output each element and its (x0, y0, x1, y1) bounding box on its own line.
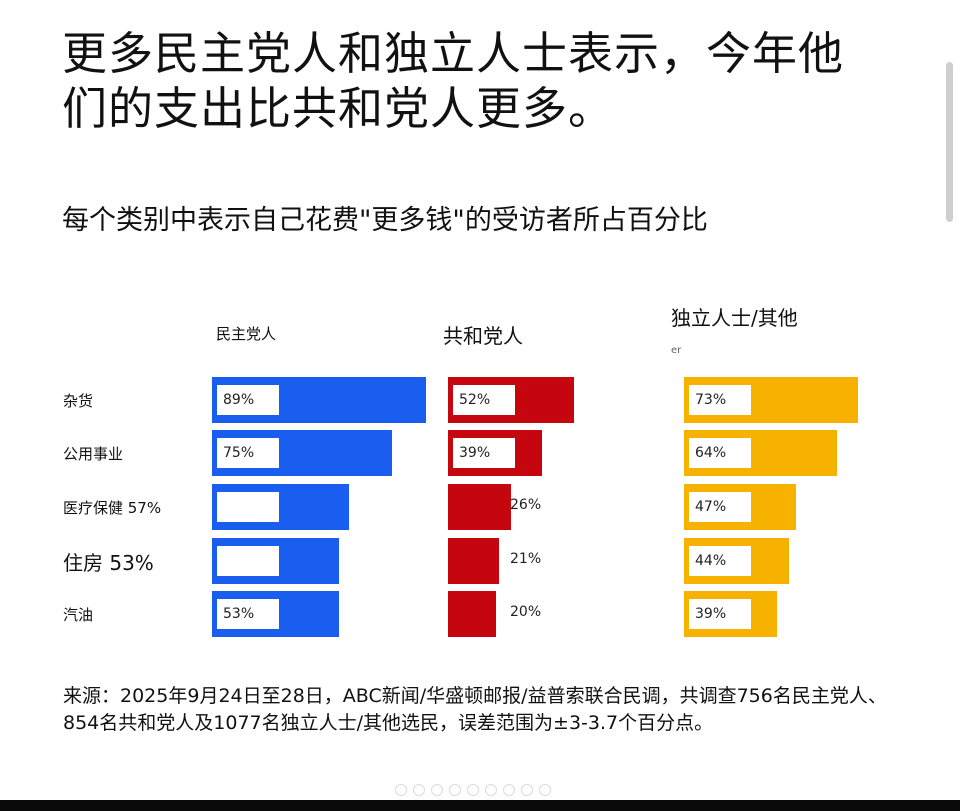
data-label-independent-gasoline: 39% (689, 599, 751, 629)
data-label-democrat-utilities: 75% (217, 438, 279, 468)
data-label-democrat-gasoline: 53% (217, 599, 279, 629)
scrollbar[interactable] (946, 62, 953, 222)
chart-title: 更多民主党人和独立人士表示，今年他们的支出比共和党人更多。 (62, 27, 845, 135)
series-header-independent: 独立人士/其他 (671, 306, 798, 330)
category-label-healthcare: 医疗保健 57% (63, 498, 162, 517)
data-label-republican-utilities: 39% (453, 438, 515, 468)
watermark-dots (395, 784, 565, 796)
bottom-bar (0, 800, 960, 811)
source-note: 来源：2025年9月24日至28日，ABC新闻/华盛顿邮报/益普索联合民调，共调… (63, 685, 887, 734)
data-label-independent-healthcare: 47% (689, 492, 751, 522)
chart-subtitle: 每个类别中表示自己花费"更多钱"的受访者所占百分比 (62, 205, 708, 236)
series-header-independent-subtext: er (671, 345, 682, 356)
category-label-utilities: 公用事业 (63, 444, 124, 463)
data-label-democrat-healthcare (217, 492, 279, 522)
data-label-republican-groceries: 52% (453, 385, 515, 415)
data-label-republican-healthcare: 26% (510, 497, 542, 513)
bar-republican-housing (448, 538, 499, 584)
bar-republican-gasoline (448, 591, 496, 637)
series-header-republican: 共和党人 (443, 324, 523, 348)
data-label-independent-utilities: 64% (689, 438, 751, 468)
data-label-independent-housing: 44% (689, 546, 751, 576)
data-label-republican-gasoline: 20% (510, 604, 542, 620)
bar-republican-healthcare (448, 484, 511, 530)
category-label-gasoline: 汽油 (63, 605, 94, 624)
category-label-groceries: 杂货 (63, 391, 94, 410)
data-label-democrat-groceries: 89% (217, 385, 279, 415)
data-label-independent-groceries: 73% (689, 385, 751, 415)
data-label-democrat-housing (217, 546, 279, 576)
category-label-housing: 住房 53% (63, 551, 154, 575)
data-label-republican-housing: 21% (510, 551, 542, 567)
series-header-democrat: 民主党人 (216, 325, 277, 343)
